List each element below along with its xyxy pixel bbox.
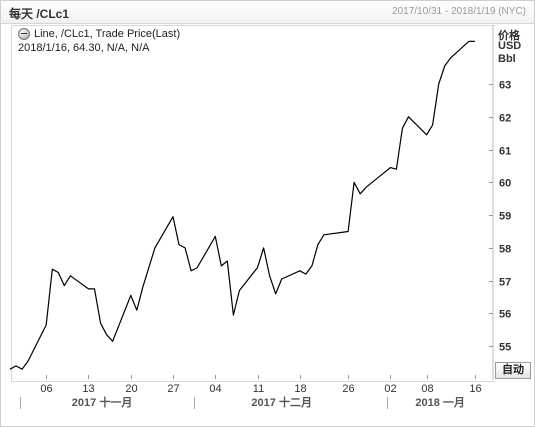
x-group-label: 2018 一月: [415, 396, 465, 409]
unit-label-volume: Bbl: [498, 53, 516, 65]
series-toggle-icon[interactable]: [18, 28, 30, 40]
y-tick-label: 57: [499, 277, 511, 289]
chart-title: 每天 /CLc1: [9, 7, 70, 21]
y-tick-label: 59: [499, 211, 511, 223]
x-tick-label: 27: [167, 383, 179, 395]
unit-label-currency: USD: [498, 40, 522, 52]
x-tick-label: 18: [294, 383, 306, 395]
x-tick-label: 20: [125, 383, 137, 395]
y-tick-label: 61: [499, 146, 511, 158]
x-tick-label: 13: [82, 383, 94, 395]
date-range: 2017/10/31 - 2018/1/19 (NYC): [392, 6, 526, 17]
legend-detail: 2018/1/16, 64.30, N/A, N/A: [18, 42, 150, 54]
legend-series-label: Line, /CLc1, Trade Price(Last): [34, 28, 181, 40]
x-tick-label: 11: [253, 383, 264, 395]
price-series-line: [9, 40, 475, 370]
x-group-label: 2017 十二月: [251, 395, 312, 409]
plot-area[interactable]: [11, 25, 495, 382]
y-tick-label: 62: [499, 113, 511, 125]
y-tick-label: 55: [499, 342, 511, 354]
x-tick-label: 08: [421, 383, 433, 395]
title-bar: 每天 /CLc1 2017/10/31 - 2018/1/19 (NYC): [1, 1, 534, 24]
unit-label-price: 价格: [498, 30, 520, 42]
x-tick-label: 26: [342, 383, 354, 395]
x-tick-label: 04: [209, 383, 221, 395]
y-tick-label: 58: [499, 244, 511, 256]
legend: Line, /CLc1, Trade Price(Last) 2018/1/16…: [18, 27, 180, 55]
auto-scale-button[interactable]: 自动: [495, 362, 531, 379]
x-tick-label: 06: [40, 383, 52, 395]
x-tick-label: 02: [384, 383, 396, 395]
y-tick-label: 63: [499, 80, 511, 92]
x-group-label: 2017 十一月: [72, 395, 133, 409]
x-tick-label: 16: [469, 383, 481, 395]
y-tick-label: 56: [499, 309, 511, 321]
y-tick-label: 60: [499, 178, 511, 190]
